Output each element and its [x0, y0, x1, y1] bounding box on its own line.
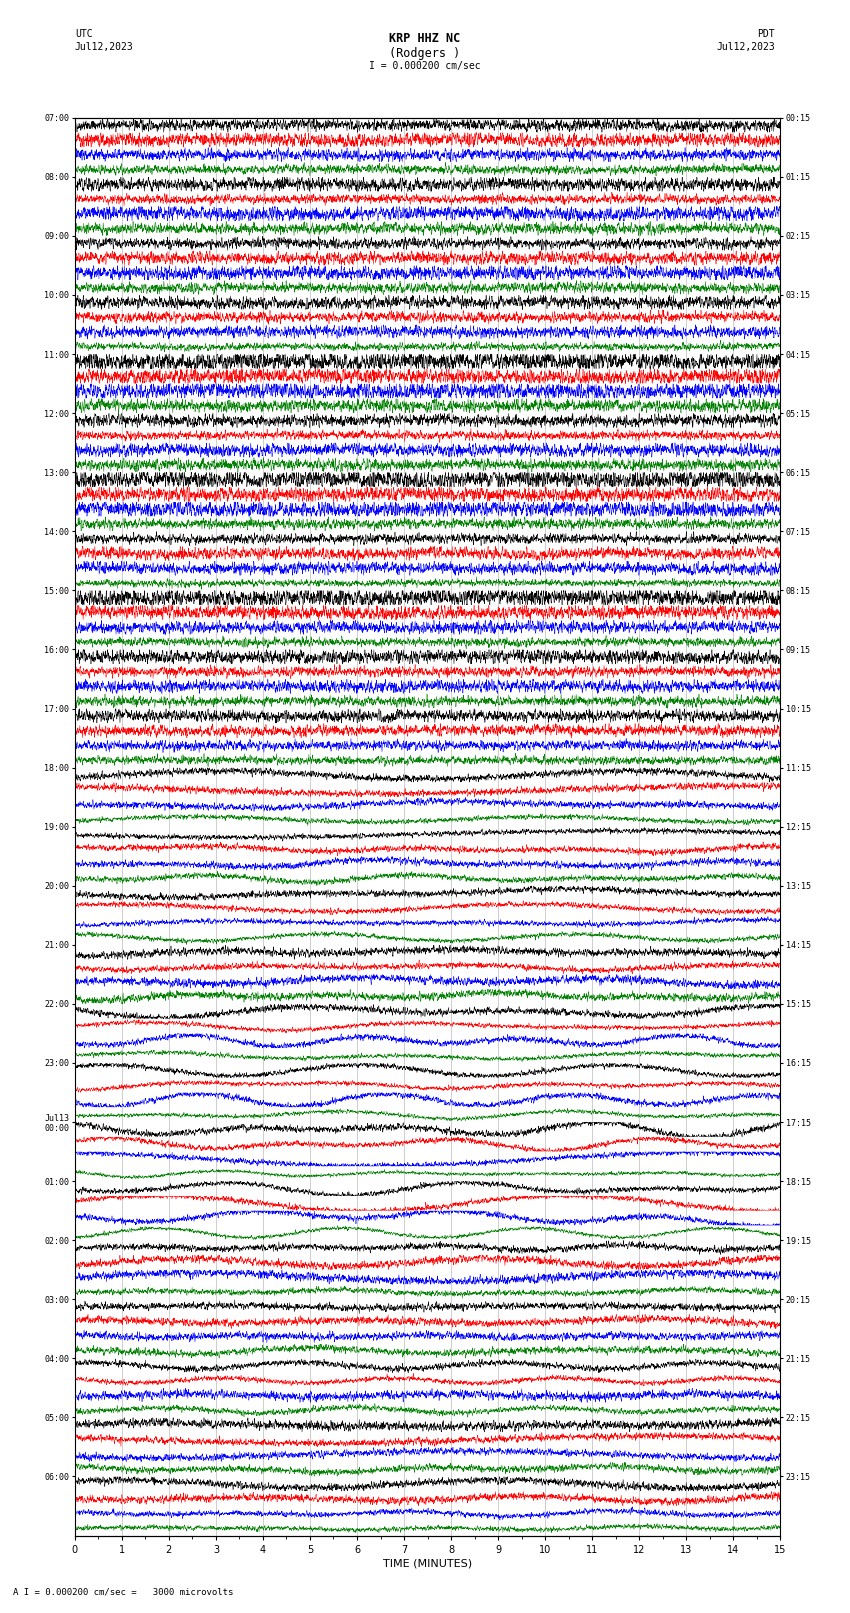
Text: Jul12,2023: Jul12,2023	[75, 42, 133, 52]
Text: PDT: PDT	[757, 29, 775, 39]
X-axis label: TIME (MINUTES): TIME (MINUTES)	[383, 1558, 472, 1569]
Text: Jul12,2023: Jul12,2023	[717, 42, 775, 52]
Text: KRP HHZ NC: KRP HHZ NC	[389, 32, 461, 45]
Text: A I = 0.000200 cm/sec =   3000 microvolts: A I = 0.000200 cm/sec = 3000 microvolts	[13, 1587, 233, 1597]
Text: I = 0.000200 cm/sec: I = 0.000200 cm/sec	[369, 61, 481, 71]
Text: (Rodgers ): (Rodgers )	[389, 47, 461, 60]
Text: UTC: UTC	[75, 29, 93, 39]
